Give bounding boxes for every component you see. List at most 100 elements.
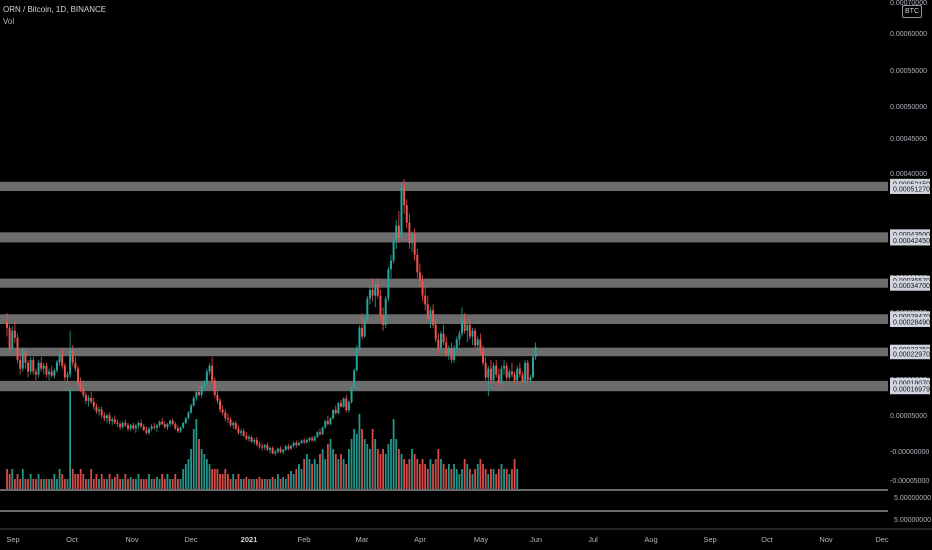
- volume-bar: [35, 479, 37, 489]
- zone-label-box: [890, 349, 930, 360]
- zone-label: 0.00043500: [893, 232, 930, 239]
- volume-bar: [419, 464, 421, 489]
- candle-body: [100, 409, 103, 416]
- zone-label: 0.00018070: [893, 380, 930, 387]
- candle-body: [197, 392, 200, 395]
- candle-body: [437, 339, 440, 349]
- volume-bar: [466, 464, 469, 489]
- volume-bar: [345, 464, 348, 489]
- volume-bar: [298, 464, 300, 489]
- chart-legend: ORN / Bitcoin, 1D, BINANCE Vol: [3, 4, 106, 28]
- volume-bar: [411, 449, 413, 489]
- volume-bar: [361, 429, 363, 489]
- candle-body: [34, 371, 37, 375]
- y-tick-label: 0.00040000: [890, 171, 927, 178]
- candle-body: [340, 403, 343, 407]
- candle-body: [242, 431, 245, 436]
- volume-bar: [334, 454, 337, 489]
- zone-label: 0.00051270: [893, 186, 930, 193]
- candle-body: [32, 359, 35, 372]
- candle-body: [368, 289, 371, 299]
- candle-body: [137, 422, 140, 426]
- candle-body: [113, 419, 116, 423]
- volume-bar: [113, 477, 116, 489]
- candle-body: [145, 429, 148, 433]
- x-tick-label: Jun: [530, 535, 542, 544]
- candle-body: [445, 342, 448, 355]
- candle-body: [129, 425, 132, 429]
- candle-body: [482, 351, 485, 363]
- volume-bar: [276, 474, 279, 489]
- volume-bar: [453, 464, 455, 489]
- candle-body: [313, 436, 316, 441]
- candle-body: [98, 409, 101, 412]
- volume-bar: [45, 479, 48, 489]
- volume-bar: [58, 469, 61, 489]
- volume-bar: [142, 479, 145, 489]
- x-tick-label: Sep: [703, 535, 716, 544]
- volume-bar: [348, 449, 350, 489]
- candle-body: [92, 401, 95, 407]
- candle-body: [439, 333, 442, 349]
- volume-bar: [169, 479, 171, 489]
- volume-bar: [213, 469, 216, 489]
- candle-body: [263, 445, 266, 448]
- candle-body: [153, 426, 156, 428]
- zone-label-box: [890, 183, 930, 194]
- volume-bar: [205, 459, 208, 489]
- candle-body: [229, 419, 232, 426]
- candle-body: [497, 374, 500, 384]
- volume-bar: [19, 479, 22, 489]
- candle-body: [387, 269, 390, 299]
- volume-bar: [106, 479, 108, 489]
- volume-bar: [468, 469, 471, 489]
- volume-bar: [132, 479, 135, 489]
- candle-body: [166, 424, 169, 428]
- candle-body: [226, 418, 229, 420]
- volume-bar: [124, 474, 127, 489]
- candle-body: [266, 445, 269, 450]
- volume-bar: [234, 479, 237, 489]
- currency-badge[interactable]: BTC: [902, 5, 922, 18]
- volume-bar: [192, 429, 195, 489]
- x-tick-label: May: [474, 535, 488, 544]
- candle-body: [400, 187, 403, 238]
- volume-bar: [24, 479, 27, 489]
- candle-body: [77, 368, 80, 384]
- volume-bar: [450, 469, 453, 489]
- candle-body: [250, 436, 253, 442]
- candle-body: [216, 394, 219, 401]
- volume-bar: [492, 469, 495, 489]
- candle-body: [195, 392, 198, 398]
- volume-bar: [366, 444, 369, 489]
- candle-body: [37, 362, 40, 375]
- candle-body: [503, 365, 506, 369]
- candle-body: [418, 272, 421, 282]
- volume-bar: [221, 474, 224, 489]
- candle-body: [442, 333, 445, 343]
- candle-body: [90, 397, 93, 402]
- candle-body: [184, 418, 187, 423]
- zone-label-box: [890, 235, 930, 246]
- candle-body: [476, 339, 479, 346]
- candle-body: [342, 398, 345, 407]
- volume-bar: [371, 429, 374, 489]
- volume-bar: [161, 474, 164, 489]
- volume-bar: [363, 439, 366, 489]
- volume-bar: [355, 434, 358, 489]
- x-tick-label: Oct: [761, 535, 774, 544]
- volume-bar: [100, 474, 103, 489]
- zone-5: [0, 380, 888, 392]
- volume-bar: [69, 389, 72, 489]
- candle-body: [11, 330, 14, 349]
- volume-bar: [390, 439, 392, 489]
- volume-bar: [500, 464, 503, 489]
- volume-bar: [240, 479, 242, 489]
- volume-bar: [292, 474, 295, 489]
- candle-body: [61, 354, 64, 366]
- volume-bar: [479, 459, 482, 489]
- candle-body: [460, 319, 463, 334]
- volume-bar: [508, 474, 511, 489]
- candle-body: [119, 424, 122, 428]
